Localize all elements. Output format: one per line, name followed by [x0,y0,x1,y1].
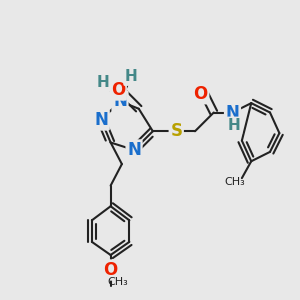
Text: O: O [103,261,118,279]
Text: H: H [125,69,138,84]
Text: N: N [94,111,108,129]
Text: O: O [194,85,208,103]
Text: CH₃: CH₃ [108,277,128,287]
Text: N: N [113,92,127,110]
Text: S: S [170,122,182,140]
Text: CH₃: CH₃ [224,177,245,187]
Text: N: N [127,141,141,159]
Text: H: H [97,75,110,90]
Text: N: N [226,103,239,122]
Text: H: H [228,118,241,133]
Text: O: O [111,81,125,99]
